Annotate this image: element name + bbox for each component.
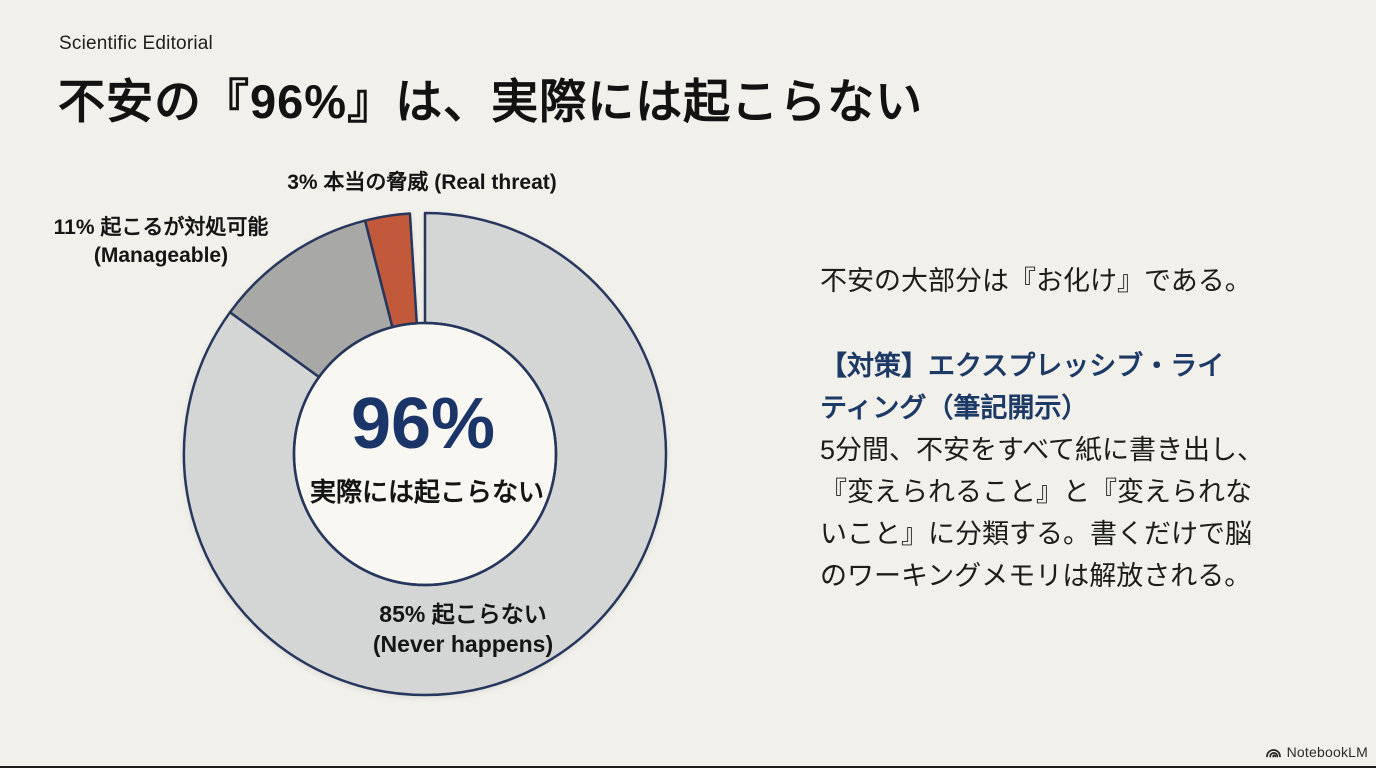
footer-brand: NotebookLM [1265, 744, 1368, 760]
slice-label-manageable: 11% 起こるが対処可能 (Manageable) [53, 216, 269, 267]
intro-text: 不安の大部分は『お化け』である。 [820, 266, 1252, 296]
bottom-border [0, 766, 1376, 768]
donut-center-circle [294, 323, 556, 585]
brand-name: NotebookLM [1286, 744, 1368, 760]
donut-center-caption: 実際には起こらない [309, 477, 545, 507]
page-title: 不安の『96%』は、実際には起こらない [58, 75, 924, 128]
slice-label-never-happens: 85% 起こらない (Never happens) [372, 601, 554, 657]
countermeasure-title: 【対策】エクスプレッシブ・ライ ティング（筆記開示） [820, 351, 1225, 423]
donut-inner-ring [292, 321, 558, 587]
donut-center-value: 96% [350, 384, 496, 464]
eyebrow-label: Scientific Editorial [59, 33, 213, 54]
slice-label-real-threat: 3% 本当の脅威 (Real threat) [287, 171, 557, 194]
notebooklm-icon [1265, 745, 1283, 760]
right-text-column: 不安の大部分は『お化け』である。 【対策】エクスプレッシブ・ライ ティング（筆記… [820, 260, 1368, 597]
countermeasure-body: 5分間、不安をすべて紙に書き出し、 『変えられること』と『変えられな いこと』に… [820, 435, 1265, 591]
